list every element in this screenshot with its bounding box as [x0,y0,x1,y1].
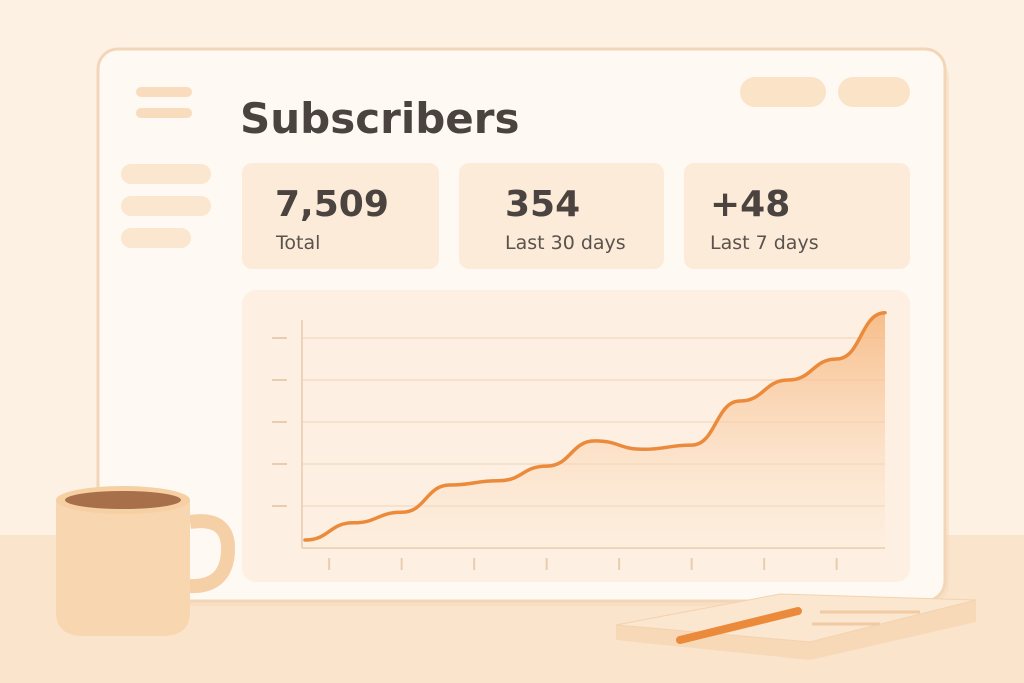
stat-card [242,163,439,269]
header-button[interactable] [740,77,826,107]
stat-label: Last 7 days [710,232,819,254]
area-fill [305,312,885,548]
header-button[interactable] [838,77,910,107]
stat-value: 7,509 [275,184,389,225]
page-title: Subscribers [240,94,519,143]
line [303,311,887,542]
mug-handle [187,514,236,594]
sidebar-item[interactable] [121,196,211,216]
chart [272,311,887,570]
pencil [676,607,802,644]
stat-value: 354 [505,184,580,225]
stat-card [459,163,664,269]
menu-icon[interactable] [136,108,192,118]
stat-label: Total [275,232,320,254]
sidebar-item[interactable] [121,228,191,248]
mug [56,500,190,636]
sidebar-item[interactable] [121,164,211,184]
menu-icon[interactable] [136,87,192,97]
stat-card [684,163,910,269]
stat-label: Last 30 days [505,232,626,254]
coffee [65,491,181,509]
stat-value: +48 [710,184,790,225]
